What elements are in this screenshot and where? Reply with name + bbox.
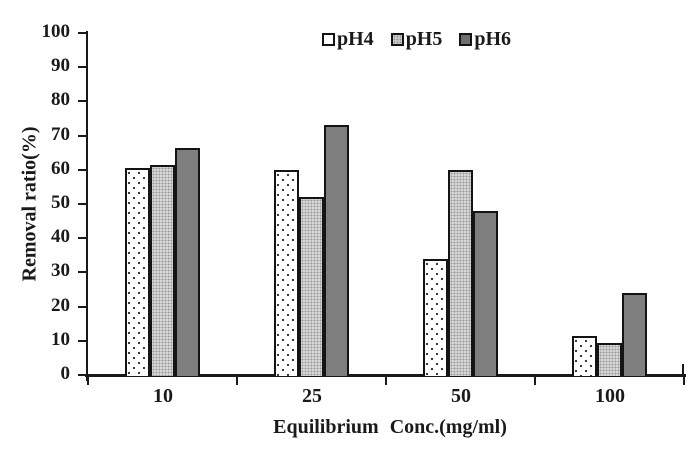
bar-ph6-100 — [622, 293, 647, 376]
y-tick — [78, 237, 88, 240]
x-tick — [683, 377, 685, 385]
legend-item-ph6: pH6 — [459, 29, 511, 49]
x-axis-end-cap — [682, 364, 684, 374]
y-axis-line — [86, 31, 88, 381]
y-tick-label: 80 — [51, 89, 70, 111]
x-tick — [87, 377, 89, 385]
legend-marker-ph5-icon — [390, 32, 404, 46]
y-tick-label: 10 — [51, 328, 70, 350]
y-tick — [78, 271, 88, 274]
bar-ph5-25 — [299, 197, 324, 376]
y-tick — [78, 100, 88, 103]
y-tick-label: 30 — [51, 260, 70, 282]
y-tick — [78, 134, 88, 137]
bar-ph6-25 — [324, 125, 349, 376]
y-tick — [78, 339, 88, 342]
x-tick — [534, 377, 536, 385]
y-tick-label: 20 — [51, 294, 70, 316]
x-tick — [385, 377, 387, 385]
y-tick — [78, 66, 88, 69]
y-tick-label: 40 — [51, 226, 70, 248]
y-tick — [78, 374, 88, 376]
bar-ph5-50 — [448, 170, 473, 376]
legend: pH4 pH5 pH6 — [322, 29, 511, 49]
bar-ph5-10 — [150, 165, 175, 376]
legend-marker-ph6-icon — [459, 32, 473, 46]
bar-ph6-10 — [175, 148, 200, 376]
y-tick — [78, 305, 88, 308]
bar-ph4-100 — [572, 336, 597, 376]
bar-ph4-25 — [274, 170, 299, 376]
bar-ph5-100 — [597, 343, 622, 376]
x-tick — [236, 377, 238, 385]
y-tick — [78, 168, 88, 171]
x-tick-label: 10 — [153, 385, 173, 407]
x-tick-label: 100 — [595, 385, 625, 407]
bar-ph4-10 — [125, 168, 150, 376]
legend-item-ph4: pH4 — [322, 29, 374, 49]
y-tick-label: 100 — [41, 21, 71, 42]
legend-label: pH5 — [405, 28, 443, 50]
y-tick-label: 60 — [51, 157, 70, 179]
y-tick — [78, 203, 88, 205]
y-tick — [78, 32, 88, 34]
bar-ph6-50 — [473, 211, 498, 376]
bar-ph4-50 — [423, 259, 448, 376]
x-axis-title: Equilibrium Conc.(mg/ml) — [273, 416, 507, 438]
y-tick-label: 70 — [51, 123, 70, 145]
y-tick-label: 0 — [60, 363, 71, 384]
y-tick-label: 90 — [51, 55, 70, 77]
x-tick-label: 50 — [451, 385, 471, 407]
x-axis-line — [85, 374, 686, 377]
x-tick-label: 25 — [302, 385, 322, 407]
legend-item-ph5: pH5 — [390, 28, 443, 50]
legend-label: pH4 — [337, 28, 374, 50]
y-tick-label: 50 — [51, 192, 70, 213]
legend-label: pH6 — [474, 28, 512, 50]
legend-marker-ph4-icon — [322, 32, 335, 46]
